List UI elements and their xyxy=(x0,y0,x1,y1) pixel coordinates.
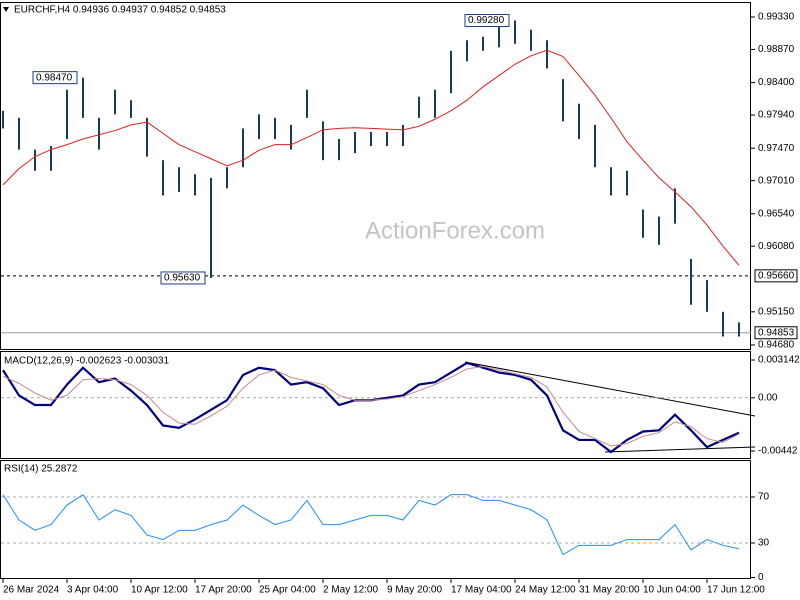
y-tick-label: 0.95150 xyxy=(758,306,795,317)
x-tick-label: 31 May 20:00 xyxy=(579,585,640,596)
price-annotation-box xyxy=(464,14,510,28)
x-tick-label: 24 May 12:00 xyxy=(515,585,576,596)
price-annotation: 0.95630 xyxy=(164,273,201,284)
x-tick-label: 17 May 04:00 xyxy=(451,585,512,596)
y-tick-label: 70 xyxy=(758,492,770,503)
price-annotation-box xyxy=(160,271,206,285)
price-panel xyxy=(0,2,751,350)
trend-line xyxy=(464,361,756,417)
symbol-icon xyxy=(3,7,9,12)
x-tick-label: 10 Jun 04:00 xyxy=(643,585,701,596)
y-tick-label: 0.003142 xyxy=(758,355,800,366)
rsi-panel xyxy=(0,460,751,579)
y-tick-label: 0.98400 xyxy=(758,77,795,88)
level-label: 0.94853 xyxy=(758,327,795,338)
indicator-line xyxy=(2,361,740,454)
x-tick-label: 10 Apr 12:00 xyxy=(131,585,188,596)
y-tick-label: 30 xyxy=(758,538,770,549)
y-tick-label: 0.94680 xyxy=(758,340,795,351)
x-tick-label: 25 Apr 04:00 xyxy=(259,585,316,596)
price-annotation-box xyxy=(32,71,78,85)
trend-line xyxy=(604,446,756,453)
y-tick-label: 0.96080 xyxy=(758,241,795,252)
x-tick-label: 26 Mar 2024 xyxy=(3,585,60,596)
y-tick-label: 0.97470 xyxy=(758,143,795,154)
price-title: EURCHF,H4 0.94936 0.94937 0.94852 0.9485… xyxy=(14,5,226,16)
x-tick-label: 17 Jun 12:00 xyxy=(707,585,765,596)
watermark: ActionForex.com xyxy=(365,217,545,244)
y-tick-label: 0.00 xyxy=(758,392,778,403)
price-annotation: 0.98470 xyxy=(36,72,73,83)
y-tick-label: 0.99330 xyxy=(758,12,795,23)
level-box xyxy=(754,269,798,283)
level-box xyxy=(754,326,798,340)
x-tick-label: 2 May 12:00 xyxy=(323,585,378,596)
level-label: 0.95660 xyxy=(758,270,795,281)
y-tick-label: 0 xyxy=(758,572,764,583)
x-tick-label: 9 May 20:00 xyxy=(387,585,442,596)
rsi-title: RSI(14) 25.2872 xyxy=(4,464,78,475)
x-tick-label: 3 Apr 04:00 xyxy=(67,585,119,596)
y-tick-label: 0.98870 xyxy=(758,44,795,55)
y-tick-label: 0.97940 xyxy=(758,110,795,121)
y-tick-label: 0.96540 xyxy=(758,208,795,219)
y-tick-label: -0.00442 xyxy=(758,446,798,457)
price-annotation: 0.99280 xyxy=(468,15,505,26)
indicator-line xyxy=(2,493,740,556)
macd-title: MACD(12,26,9) -0.002623 -0.003031 xyxy=(4,356,170,367)
y-tick-label: 0.97010 xyxy=(758,175,795,186)
macd-panel xyxy=(0,351,751,459)
moving-average xyxy=(2,49,740,266)
x-tick-label: 17 Apr 20:00 xyxy=(195,585,252,596)
indicator-line xyxy=(2,366,740,447)
